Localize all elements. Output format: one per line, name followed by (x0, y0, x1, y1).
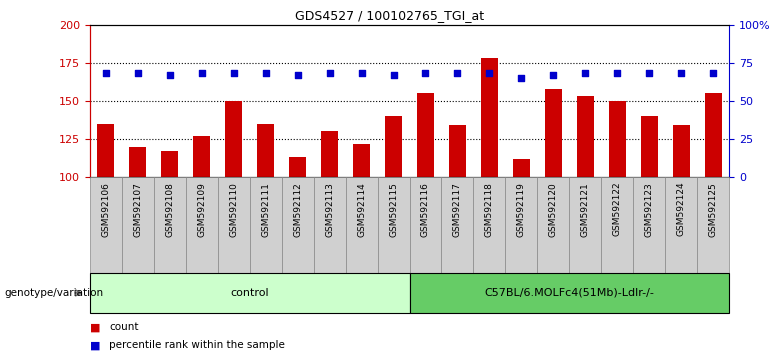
FancyBboxPatch shape (90, 177, 122, 273)
Point (548, 72, 560, 78)
Point (420, 71, 432, 76)
FancyBboxPatch shape (569, 177, 601, 273)
Bar (129, 147, 147, 177)
Text: GSM592118: GSM592118 (485, 182, 494, 237)
Bar (193, 136, 211, 177)
Text: GSM592124: GSM592124 (677, 182, 686, 236)
Bar (289, 157, 307, 177)
Text: GSM592108: GSM592108 (165, 182, 174, 237)
Bar (544, 89, 562, 177)
Text: GSM592125: GSM592125 (709, 182, 718, 236)
Point (100, 71, 112, 76)
Point (516, 75, 528, 81)
Bar (480, 58, 498, 177)
Text: GDS4527 / 100102765_TGI_at: GDS4527 / 100102765_TGI_at (296, 9, 484, 22)
Text: GSM592113: GSM592113 (325, 182, 334, 237)
Text: control: control (230, 288, 269, 298)
Point (164, 72, 176, 78)
FancyBboxPatch shape (441, 177, 473, 273)
Bar (257, 124, 275, 177)
Text: GSM592122: GSM592122 (613, 182, 622, 236)
Bar (672, 125, 690, 177)
Bar (704, 93, 722, 177)
Bar (385, 116, 402, 177)
FancyBboxPatch shape (410, 273, 729, 313)
Point (356, 71, 368, 76)
Point (228, 71, 240, 76)
Bar (640, 116, 658, 177)
Point (644, 71, 656, 76)
Text: GSM592114: GSM592114 (357, 182, 366, 236)
Point (484, 71, 496, 76)
FancyBboxPatch shape (410, 177, 441, 273)
FancyBboxPatch shape (378, 177, 410, 273)
Point (451, 71, 463, 76)
Text: GSM592116: GSM592116 (421, 182, 430, 237)
Bar (448, 125, 466, 177)
Text: GSM592110: GSM592110 (229, 182, 238, 237)
Point (292, 72, 304, 78)
Text: count: count (109, 322, 139, 332)
Point (195, 71, 207, 76)
Point (323, 71, 335, 76)
Point (707, 71, 720, 76)
FancyBboxPatch shape (218, 177, 250, 273)
FancyBboxPatch shape (346, 177, 378, 273)
FancyBboxPatch shape (186, 177, 218, 273)
Text: GSM592117: GSM592117 (453, 182, 462, 237)
FancyBboxPatch shape (473, 177, 505, 273)
Point (388, 72, 400, 78)
Bar (417, 93, 434, 177)
Text: GSM592120: GSM592120 (549, 182, 558, 236)
Point (131, 71, 144, 76)
FancyBboxPatch shape (154, 177, 186, 273)
Text: GSM592109: GSM592109 (197, 182, 206, 237)
Point (580, 71, 592, 76)
Text: ■: ■ (90, 340, 100, 350)
Text: GSM592115: GSM592115 (389, 182, 398, 237)
Text: GSM592111: GSM592111 (261, 182, 270, 237)
Point (259, 71, 272, 76)
Point (612, 71, 624, 76)
Bar (512, 159, 530, 177)
Bar (576, 96, 594, 177)
Bar (608, 101, 626, 177)
FancyBboxPatch shape (665, 177, 697, 273)
FancyBboxPatch shape (90, 273, 410, 313)
FancyBboxPatch shape (314, 177, 346, 273)
Text: GSM592121: GSM592121 (581, 182, 590, 236)
Bar (353, 143, 370, 177)
FancyBboxPatch shape (250, 177, 282, 273)
Text: ■: ■ (90, 322, 100, 332)
FancyBboxPatch shape (122, 177, 154, 273)
Text: C57BL/6.MOLFc4(51Mb)-Ldlr-/-: C57BL/6.MOLFc4(51Mb)-Ldlr-/- (484, 288, 654, 298)
Text: GSM592119: GSM592119 (517, 182, 526, 237)
Text: genotype/variation: genotype/variation (4, 288, 103, 298)
Bar (321, 131, 339, 177)
FancyBboxPatch shape (282, 177, 314, 273)
Bar (225, 101, 243, 177)
FancyBboxPatch shape (633, 177, 665, 273)
Text: GSM592106: GSM592106 (101, 182, 110, 237)
Text: GSM592123: GSM592123 (645, 182, 654, 236)
Text: GSM592112: GSM592112 (293, 182, 302, 236)
Point (675, 71, 688, 76)
FancyBboxPatch shape (505, 177, 537, 273)
Text: GSM592107: GSM592107 (133, 182, 142, 237)
FancyBboxPatch shape (601, 177, 633, 273)
FancyBboxPatch shape (697, 177, 729, 273)
Bar (97, 124, 115, 177)
Bar (161, 151, 179, 177)
FancyBboxPatch shape (537, 177, 569, 273)
Text: percentile rank within the sample: percentile rank within the sample (109, 340, 285, 350)
